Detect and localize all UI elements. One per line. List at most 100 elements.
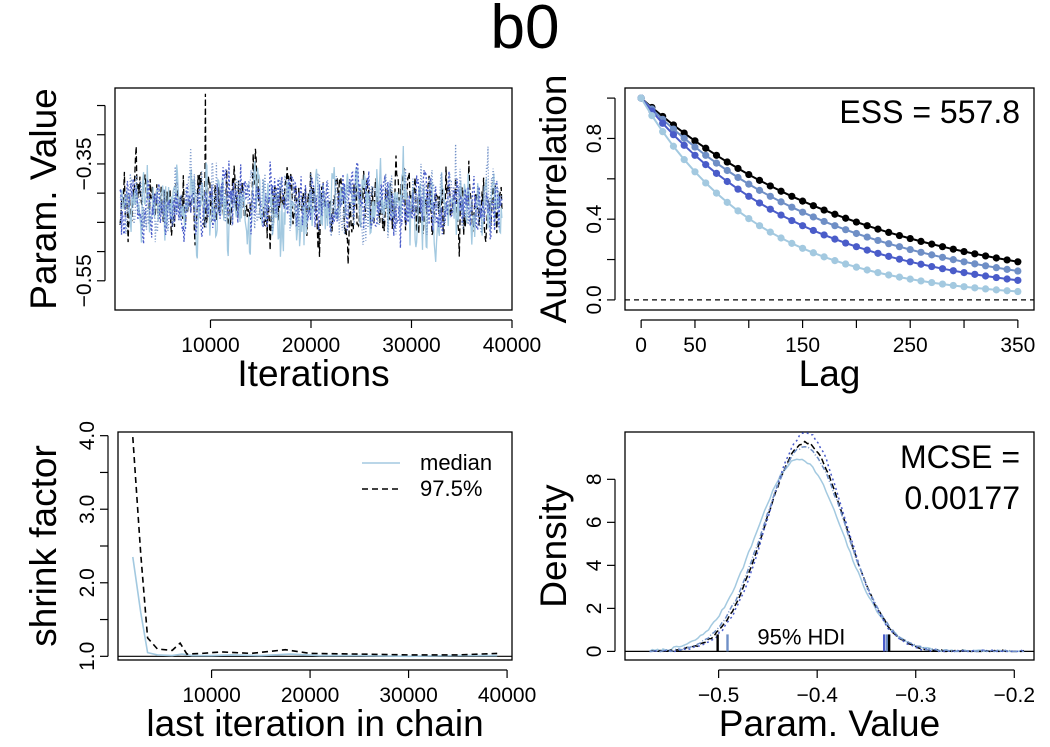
acf-point <box>928 262 936 271</box>
density-plot-panel: −0.5 −0.4 −0.3 −0.2 0 2 4 6 8 Param. Value Density… <box>533 431 1035 744</box>
x-tick-label: −0.4 <box>796 684 838 707</box>
acf-point <box>928 251 936 259</box>
acf-point <box>885 252 893 260</box>
acf-point <box>928 278 936 287</box>
acf-point <box>1014 258 1022 266</box>
acf-point <box>971 250 979 258</box>
acf-point <box>712 169 721 177</box>
acf-point <box>1003 287 1011 295</box>
acf-point <box>885 228 893 237</box>
acf-point <box>917 277 925 285</box>
trace-plot-panel: 10000 20000 30000 40000 −0.55 −0.35 Iterations… <box>23 87 541 394</box>
acf-point <box>885 271 893 279</box>
shrink-series-line <box>132 437 498 656</box>
acf-point <box>874 249 882 257</box>
acf-point <box>669 142 678 150</box>
autocorrelation-plot-panel: 0 50 150 250 350 0.0 0.4 0.8 Lag Autocorrelation E… <box>533 75 1035 394</box>
acf-point <box>906 234 914 243</box>
acf-point <box>734 173 742 182</box>
acf-point <box>938 243 947 251</box>
acf-point <box>895 255 904 263</box>
y-tick-label: −0.35 <box>73 137 96 190</box>
acf-point <box>971 284 979 292</box>
acf-point <box>755 186 764 194</box>
acf-point <box>669 131 678 139</box>
acf-point <box>777 187 785 195</box>
acf-point <box>691 143 699 151</box>
acf-point <box>788 192 796 200</box>
acf-point <box>648 112 656 120</box>
acf-point <box>820 231 828 239</box>
acf-point <box>788 216 796 225</box>
y-axis-title: Param. Value <box>23 88 64 309</box>
acf-point <box>906 245 914 254</box>
acf-point <box>895 243 904 251</box>
acf-point <box>842 239 850 247</box>
acf-point <box>798 222 807 230</box>
trace-series-line <box>119 144 503 245</box>
acf-point <box>798 244 807 252</box>
plot-frame <box>624 87 1035 311</box>
density-series-line <box>649 446 1025 653</box>
acf-point <box>831 210 839 218</box>
x-tick-label: 20000 <box>282 334 340 357</box>
acf-point <box>874 268 882 277</box>
y-tick-label: −0.55 <box>73 254 96 307</box>
acf-point <box>820 253 828 261</box>
acf-point <box>885 240 893 248</box>
trace-series-line <box>119 160 503 249</box>
x-axis-title: Param. Value <box>719 703 940 744</box>
x-axis-title: last iteration in chain <box>146 703 483 744</box>
acf-point <box>981 272 990 280</box>
acf-point <box>809 202 817 210</box>
acf-point <box>938 265 947 273</box>
acf-point <box>691 137 699 145</box>
mcse-annotation-line2: 0.00177 <box>904 480 1020 516</box>
acf-point <box>960 247 968 256</box>
acf-point <box>680 156 688 164</box>
acf-point <box>852 263 861 271</box>
acf-point <box>766 192 774 200</box>
y-tick-label: 0.4 <box>583 204 606 234</box>
x-tick-label: 250 <box>893 334 928 357</box>
x-tick-label: 40000 <box>483 334 541 357</box>
acf-point <box>992 286 1000 294</box>
hdi-label: 95% HDI <box>757 624 845 649</box>
y-tick-label: 2 <box>583 603 606 615</box>
trace-series-line <box>119 93 503 265</box>
acf-point <box>809 226 817 235</box>
acf-point <box>777 198 785 206</box>
acf-point <box>852 229 861 238</box>
shrink-series-line <box>132 556 498 658</box>
acf-point <box>809 249 817 257</box>
acf-point <box>874 236 882 245</box>
acf-point <box>820 206 828 214</box>
x-tick-label: 150 <box>785 334 820 357</box>
acf-point <box>842 226 850 234</box>
ess-annotation: ESS = 557.8 <box>839 94 1020 130</box>
acf-point <box>1014 287 1022 296</box>
acf-point <box>712 189 721 197</box>
x-tick-label: −0.3 <box>895 684 936 707</box>
x-tick-label: 50 <box>683 334 706 357</box>
y-tick-label: 2.0 <box>76 568 99 597</box>
y-tick-label: 0 <box>583 646 606 658</box>
acf-point <box>1003 256 1011 264</box>
acf-point <box>788 203 796 211</box>
acf-point <box>971 260 979 268</box>
acf-point <box>1014 276 1022 284</box>
y-tick-label: 4.0 <box>76 421 99 450</box>
acf-point <box>777 234 785 242</box>
acf-point <box>842 214 850 222</box>
acf-point <box>928 240 936 248</box>
y-tick-label: 3.0 <box>76 495 99 524</box>
x-tick-label: −0.2 <box>994 684 1035 707</box>
plot-frame <box>117 431 513 661</box>
acf-point <box>863 266 871 274</box>
acf-point <box>723 177 731 186</box>
acf-point <box>874 225 882 233</box>
acf-point <box>798 208 807 216</box>
acf-point <box>680 129 688 137</box>
